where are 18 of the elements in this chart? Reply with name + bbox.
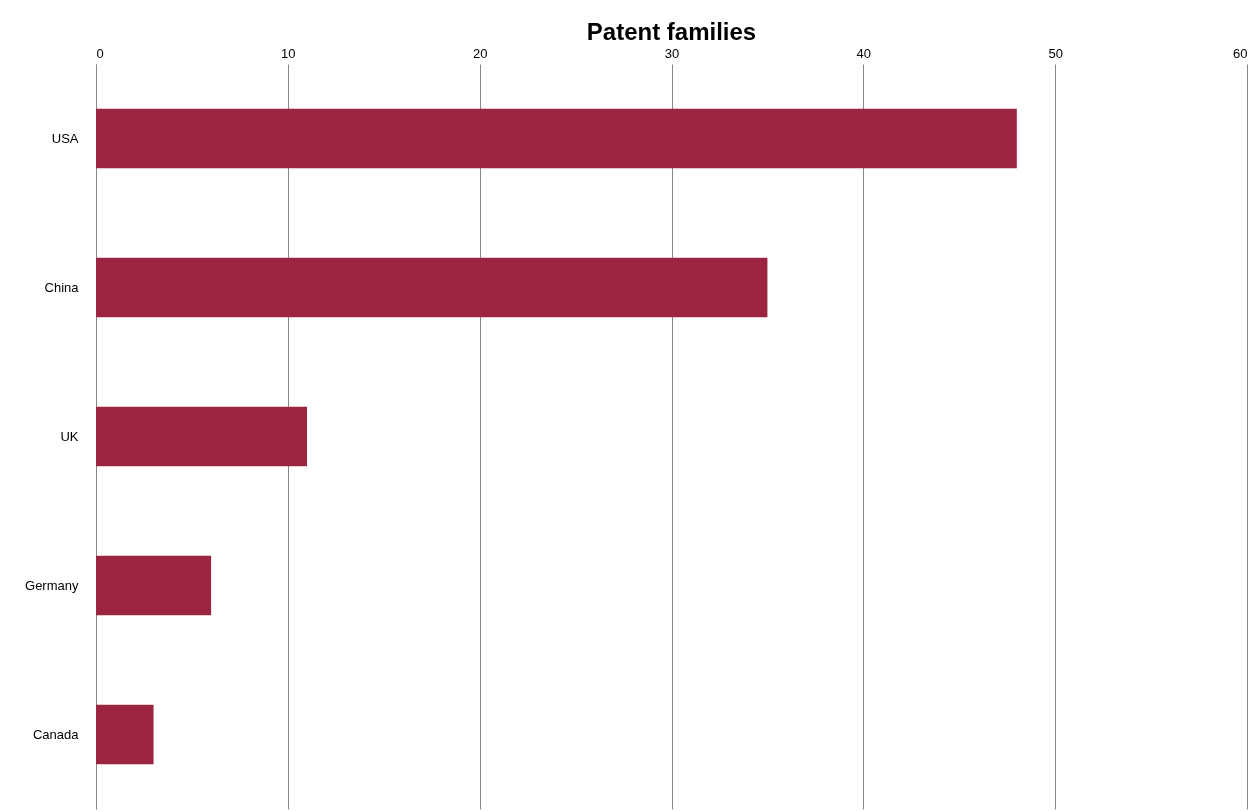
x-tick-label: 20 — [472, 45, 488, 61]
y-tick-label: China — [44, 279, 80, 295]
y-tick-label: Germany — [25, 577, 79, 593]
x-tick-label: 40 — [856, 45, 872, 61]
y-tick-label: USA — [51, 130, 79, 146]
bar — [96, 406, 308, 467]
bar — [96, 257, 768, 318]
bar — [96, 704, 154, 765]
x-tick-label: 10 — [281, 45, 296, 61]
chart-title: Patent families — [586, 18, 757, 45]
y-tick-label: Canada — [32, 726, 80, 742]
x-tick-label: 60 — [1233, 45, 1248, 61]
bar — [96, 555, 212, 616]
y-tick-label: UK — [60, 428, 79, 444]
x-tick-label: 30 — [664, 45, 680, 61]
x-tick-label: 50 — [1048, 45, 1063, 61]
bar — [96, 108, 1017, 169]
x-tick-label: 0 — [96, 45, 104, 61]
